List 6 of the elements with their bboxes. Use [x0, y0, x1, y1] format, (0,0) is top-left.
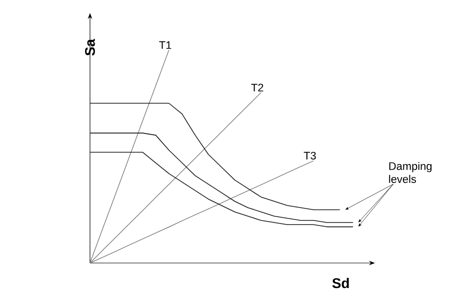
series-label: T1 — [159, 41, 172, 49]
series-label: T3 — [304, 152, 316, 160]
y-axis-title: Sa — [85, 38, 95, 56]
series-label: T2 — [251, 84, 264, 92]
text: Damping levels — [389, 162, 432, 183]
x-axis-title: Sd — [332, 278, 349, 288]
